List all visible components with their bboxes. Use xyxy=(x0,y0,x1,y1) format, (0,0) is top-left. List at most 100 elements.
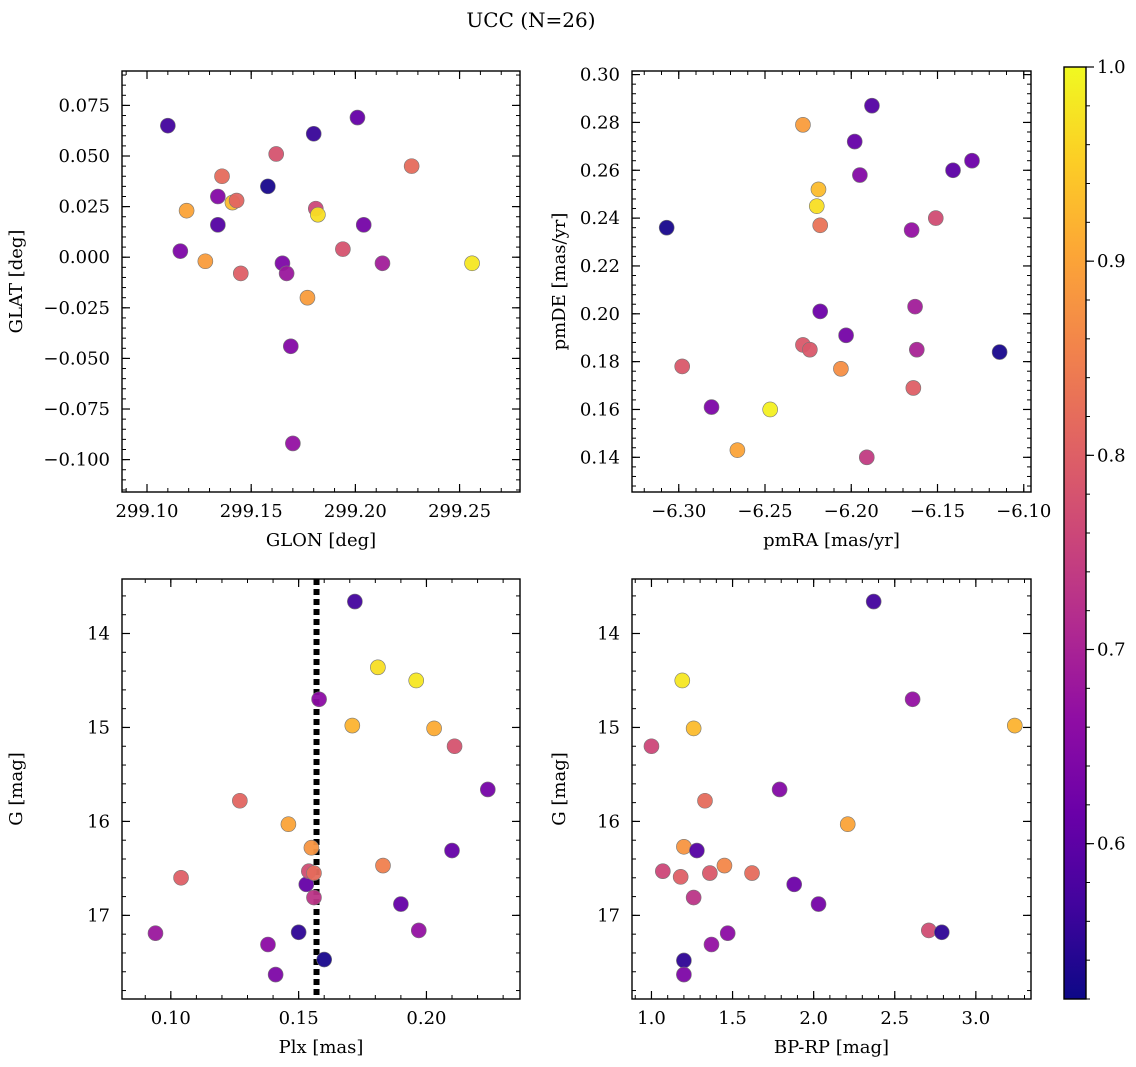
data-point xyxy=(197,253,214,270)
x-tick-label: 299.15 xyxy=(220,501,283,522)
data-point xyxy=(210,217,226,233)
data-point xyxy=(864,97,880,114)
data-point xyxy=(674,358,690,375)
data-point xyxy=(812,217,829,234)
data-point xyxy=(808,198,825,214)
data-point xyxy=(674,672,691,689)
y-tick-label: 0.20 xyxy=(580,304,620,325)
y-tick-label: 17 xyxy=(597,905,620,926)
y-tick-label: 16 xyxy=(87,811,110,832)
data-point xyxy=(280,816,297,833)
data-point xyxy=(703,399,720,415)
data-point xyxy=(858,449,875,466)
data-point xyxy=(303,839,320,856)
data-point xyxy=(464,255,480,272)
data-point xyxy=(311,691,327,708)
data-point xyxy=(374,255,391,272)
data-point xyxy=(676,952,692,969)
y-axis-label: G [mag] xyxy=(549,752,570,825)
y-tick-label: 0.000 xyxy=(58,247,110,268)
data-point xyxy=(210,188,226,205)
y-tick-label: 17 xyxy=(87,905,110,926)
y-tick-label: 15 xyxy=(597,717,620,738)
x-tick-label: 1.0 xyxy=(637,1008,666,1029)
data-point xyxy=(173,869,189,886)
data-point xyxy=(907,298,923,315)
data-point xyxy=(865,593,882,610)
data-point xyxy=(839,816,856,833)
data-point xyxy=(702,865,718,881)
data-point xyxy=(260,178,276,195)
y-tick-label: 14 xyxy=(87,623,110,644)
data-point xyxy=(310,206,326,223)
x-tick-label: −6.30 xyxy=(651,501,706,522)
data-point xyxy=(355,217,372,233)
data-point xyxy=(810,896,827,912)
x-axis-label: pmRA [mas/yr] xyxy=(763,530,900,551)
data-point xyxy=(716,857,733,874)
y-tick-label: 0.14 xyxy=(580,447,620,468)
colorbar: 0.6 0.7 0.8 0.9 1.0 xyxy=(1063,57,1126,1000)
y-axis-label: G [mag] xyxy=(6,752,27,825)
data-point xyxy=(232,265,249,282)
y-tick-label: −0.100 xyxy=(43,450,110,471)
data-point xyxy=(909,341,925,358)
y-tick-label: −0.075 xyxy=(43,399,110,420)
data-point xyxy=(408,672,425,689)
data-point xyxy=(802,341,818,358)
data-point xyxy=(991,344,1008,360)
data-point xyxy=(786,876,802,893)
x-tick-label: 3.0 xyxy=(962,1008,991,1029)
data-point xyxy=(403,158,420,174)
y-tick-label: −0.025 xyxy=(43,298,110,319)
data-point xyxy=(905,380,922,396)
data-point xyxy=(316,951,332,968)
data-point xyxy=(927,210,944,226)
data-point xyxy=(349,109,366,126)
data-point xyxy=(685,720,702,737)
y-axis-label: pmDE [mas/yr] xyxy=(549,213,570,351)
data-point xyxy=(744,865,760,881)
figure-title: UCC (N=26) xyxy=(466,8,595,32)
data-point xyxy=(393,896,409,912)
y-axis-label: GLAT [deg] xyxy=(6,230,27,334)
data-point xyxy=(904,691,921,708)
data-point xyxy=(335,241,351,257)
y-tick-label: 14 xyxy=(597,623,620,644)
data-point xyxy=(278,265,295,282)
data-point xyxy=(228,192,245,209)
x-tick-label: 2.5 xyxy=(880,1008,909,1029)
data-point xyxy=(479,781,496,798)
x-tick-label: −6.25 xyxy=(737,501,792,522)
colorbar-tick-label: 0.7 xyxy=(1097,640,1126,661)
x-tick-label: −6.15 xyxy=(910,501,965,522)
data-point xyxy=(375,857,391,874)
y-tick-label: 0.30 xyxy=(580,65,620,86)
colorbar-frame xyxy=(1063,66,1087,1000)
data-point xyxy=(160,117,176,134)
data-point xyxy=(347,593,363,610)
data-point xyxy=(178,202,195,219)
y-tick-label: 0.28 xyxy=(580,112,620,133)
y-tick-label: 0.16 xyxy=(580,399,620,420)
data-point xyxy=(643,738,660,755)
data-point xyxy=(672,869,689,885)
data-point xyxy=(676,838,692,855)
y-tick-label: −0.050 xyxy=(43,348,110,369)
data-point xyxy=(290,924,307,941)
data-point xyxy=(344,717,361,734)
colorbar-tick-label: 1.0 xyxy=(1097,57,1126,78)
x-axis-label: BP-RP [mag] xyxy=(774,1037,889,1058)
data-point xyxy=(658,219,675,236)
y-tick-label: 0.050 xyxy=(58,146,110,167)
data-point xyxy=(933,924,950,941)
data-point xyxy=(676,966,692,983)
x-tick-label: 0.10 xyxy=(151,1008,191,1029)
data-point xyxy=(903,222,920,238)
data-point xyxy=(444,842,460,859)
y-tick-label: 16 xyxy=(597,811,620,832)
colorbar-gradient xyxy=(1064,67,1086,999)
data-point xyxy=(685,889,702,906)
x-tick-label: 0.20 xyxy=(406,1008,446,1029)
